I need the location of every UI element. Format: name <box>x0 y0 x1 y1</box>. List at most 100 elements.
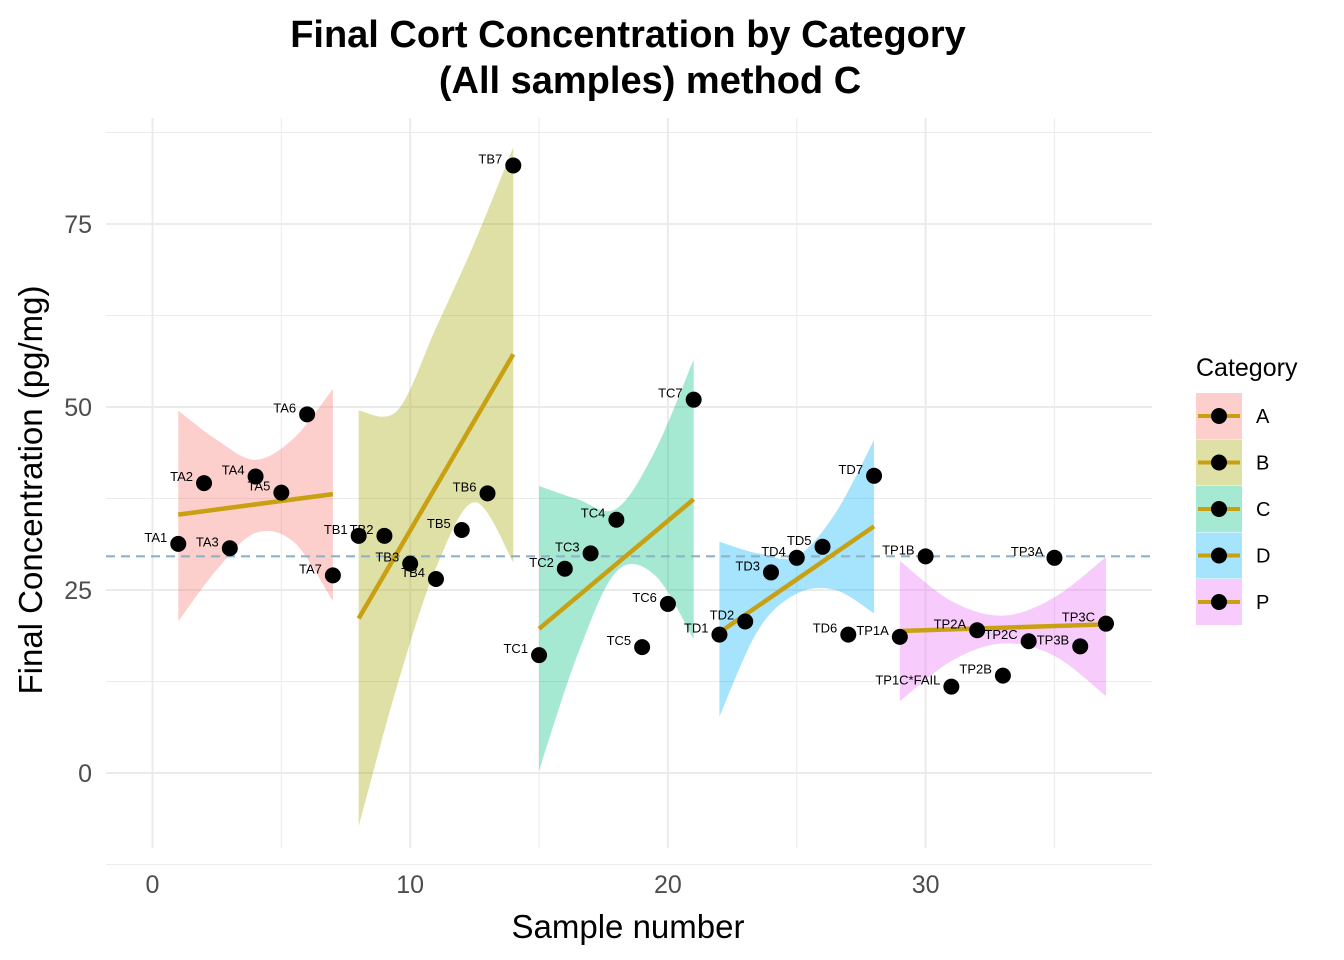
point-label-TD6: TD6 <box>813 621 838 636</box>
y-tick-label: 50 <box>64 394 92 422</box>
point-TA2 <box>196 475 213 492</box>
legend-label-D: D <box>1256 546 1270 568</box>
y-tick-label: 75 <box>64 211 92 239</box>
point-label-TD1: TD1 <box>684 621 709 636</box>
point-TP1C*FAIL <box>943 678 960 695</box>
chart-title-line2: (All samples) method C <box>439 60 861 102</box>
point-label-TP1C*FAIL: TP1C*FAIL <box>875 673 940 688</box>
point-TP1A <box>891 628 908 645</box>
legend-label-B: B <box>1256 453 1269 475</box>
point-TC7 <box>685 391 702 408</box>
point-label-TP3C: TP3C <box>1062 610 1095 625</box>
trend-line-B <box>356 353 516 620</box>
point-label-TB6: TB6 <box>453 479 477 494</box>
point-label-TC3: TC3 <box>555 539 580 554</box>
x-tick-label: 10 <box>396 871 424 899</box>
point-TD1 <box>711 626 728 643</box>
legend-key-point-D <box>1211 547 1227 564</box>
legend-key-point-C <box>1211 501 1227 517</box>
point-label-TB5: TB5 <box>427 516 451 531</box>
point-label-TB1: TB1 <box>324 522 348 537</box>
point-label-TC5: TC5 <box>607 633 632 648</box>
y-axis-ticks: 0 25 50 75 <box>64 211 92 788</box>
legend-label-C: C <box>1256 499 1270 521</box>
point-label-TD7: TD7 <box>838 462 863 477</box>
x-axis-ticks: 0 10 20 30 <box>146 871 940 899</box>
point-label-TC4: TC4 <box>581 506 606 521</box>
legend-label-A: A <box>1256 406 1270 428</box>
point-TD7 <box>866 467 883 484</box>
point-label-TB7: TB7 <box>478 151 502 166</box>
point-TD6 <box>840 626 857 643</box>
point-TB6 <box>479 485 496 502</box>
chart-title-line1: Final Cort Concentration by Category <box>290 14 966 56</box>
point-TP3A <box>1046 549 1063 566</box>
x-tick-label: 20 <box>654 871 682 899</box>
legend: Category A B C D P <box>1196 354 1298 625</box>
point-TA6 <box>299 406 316 423</box>
point-TA7 <box>324 567 341 584</box>
y-tick-label: 0 <box>78 760 92 788</box>
point-TA5 <box>273 484 290 501</box>
point-label-TD2: TD2 <box>710 607 735 622</box>
point-label-TA3: TA3 <box>196 534 219 549</box>
point-TP2B <box>994 667 1011 684</box>
point-label-TA1: TA1 <box>144 530 167 545</box>
point-TB7 <box>505 157 522 174</box>
point-TP2A <box>969 622 986 639</box>
point-label-TB4: TB4 <box>401 565 425 580</box>
point-TC1 <box>531 647 548 664</box>
point-TC2 <box>556 560 573 577</box>
legend-key-point-A <box>1211 408 1227 424</box>
point-label-TP2C: TP2C <box>984 627 1017 642</box>
data-points <box>170 157 1114 695</box>
point-TD5 <box>814 538 831 555</box>
point-label-TC7: TC7 <box>658 386 683 401</box>
point-label-TP2B: TP2B <box>959 662 992 677</box>
trend-line-C <box>537 497 696 631</box>
point-label-TP3B: TP3B <box>1037 632 1070 647</box>
point-TA1 <box>170 535 187 552</box>
point-label-TA2: TA2 <box>170 469 193 484</box>
point-TD4 <box>788 549 805 566</box>
x-tick-label: 30 <box>912 871 940 899</box>
point-TP1B <box>917 548 934 565</box>
point-TB3 <box>402 555 419 572</box>
point-TC3 <box>582 545 599 562</box>
trend-line-P <box>899 622 1107 634</box>
x-axis-title: Sample number <box>512 908 745 945</box>
legend-title: Category <box>1196 354 1298 382</box>
point-TC6 <box>659 595 676 612</box>
point-TC4 <box>608 511 625 528</box>
point-TB4 <box>427 571 444 588</box>
point-label-TD4: TD4 <box>761 544 786 559</box>
legend-key-point-P <box>1211 594 1227 610</box>
y-tick-label: 25 <box>64 577 92 605</box>
point-label-TP1B: TP1B <box>882 542 915 557</box>
point-label-TP3A: TP3A <box>1011 544 1044 559</box>
point-label-TA4: TA4 <box>222 463 245 478</box>
point-label-TA6: TA6 <box>273 400 296 415</box>
point-TC5 <box>634 639 651 656</box>
point-label-TC1: TC1 <box>503 641 528 656</box>
point-TP3C <box>1097 615 1114 632</box>
point-TA4 <box>247 468 264 485</box>
point-label-TC2: TC2 <box>529 555 554 570</box>
point-TD2 <box>737 613 754 630</box>
point-label-TP1A: TP1A <box>856 623 889 638</box>
confidence-bands <box>178 147 1106 827</box>
point-TP2C <box>1020 633 1037 650</box>
point-TA3 <box>221 540 238 557</box>
point-label-TD3: TD3 <box>735 558 760 573</box>
point-TB1 <box>350 527 367 544</box>
point-label-TB3: TB3 <box>375 550 399 565</box>
point-TP3B <box>1072 638 1089 655</box>
trend-line-A <box>177 491 334 517</box>
plot-grid <box>106 118 1152 865</box>
legend-label-P: P <box>1256 592 1269 614</box>
point-label-TC6: TC6 <box>632 590 657 605</box>
y-axis-title: Final Concentration (pg/mg) <box>12 285 49 694</box>
point-TD3 <box>762 564 779 581</box>
point-label-TP2A: TP2A <box>934 616 967 631</box>
